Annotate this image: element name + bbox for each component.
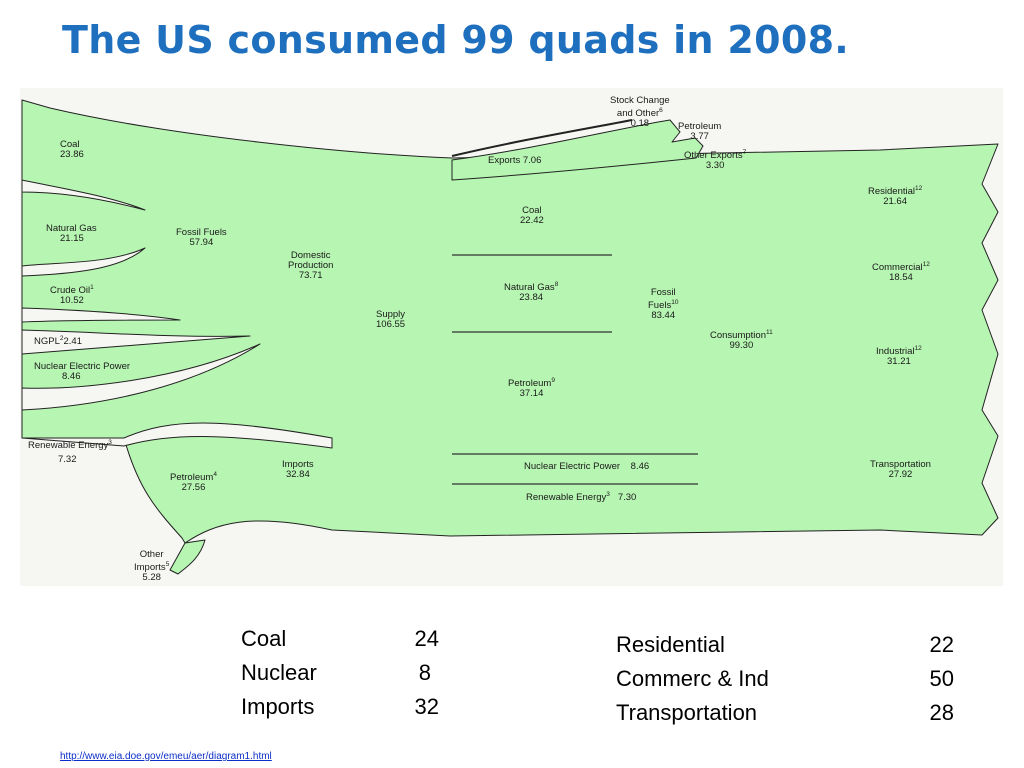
summary-value: 22 xyxy=(929,632,954,657)
summary-value: 28 xyxy=(929,700,954,725)
summary-value: 8 xyxy=(418,660,431,685)
gap-crude-ngpl xyxy=(21,307,181,323)
summary-label: Residential xyxy=(616,632,725,657)
label-domestic-production: Domestic Production 73.71 xyxy=(288,250,334,281)
label-other-exports: Other Exports7 3.30 xyxy=(684,149,747,172)
source-link[interactable]: http://www.eia.doe.gov/emeu/aer/diagram1… xyxy=(60,751,272,762)
summary-label: Coal xyxy=(241,626,287,651)
summary-row: Residential 22 xyxy=(616,628,954,662)
label-petroleum-imports: Petroleum4 27.56 xyxy=(170,471,217,494)
label-other-imports: Other Imports5 5.28 xyxy=(134,549,170,584)
label-middle-natural-gas: Natural Gas8 23.84 xyxy=(504,281,559,304)
summary-value: 50 xyxy=(929,666,954,691)
label-supply: Supply 106.55 xyxy=(376,309,406,330)
label-industrial: Industrial12 31.21 xyxy=(876,345,922,368)
summary-row: Nuclear 8 xyxy=(241,656,439,690)
summary-label: Imports xyxy=(241,694,315,719)
summary-row: Transportation 28 xyxy=(616,696,954,730)
summary-value: 32 xyxy=(414,694,439,719)
label-renewable-source: Renewable Energy3 7.32 xyxy=(28,439,112,466)
label-imports: Imports 32.84 xyxy=(282,459,314,480)
summary-row: Imports 32 xyxy=(241,690,439,724)
label-fossil-fuels: Fossil Fuels 57.94 xyxy=(176,227,227,248)
label-middle-fossil-fuels: Fossil Fuels10 83.44 xyxy=(648,287,679,322)
summary-consumption-table: Residential 22 Commerc & Ind 50 Transpor… xyxy=(616,628,954,730)
summary-row: Coal 24 xyxy=(241,622,439,656)
exports-branch xyxy=(451,119,704,181)
summary-value: 24 xyxy=(414,626,439,651)
label-residential: Residential12 21.64 xyxy=(868,185,923,208)
label-crude-oil: Crude Oil1 10.52 xyxy=(50,284,94,307)
label-coal: Coal 23.86 xyxy=(60,139,84,160)
gap-coal-gas xyxy=(21,179,146,211)
label-middle-nuclear: Nuclear Electric Power 8.46 xyxy=(524,461,650,472)
label-natural-gas: Natural Gas 21.15 xyxy=(46,223,97,244)
summary-label: Nuclear xyxy=(241,660,317,685)
energy-flow-diagram: Coal 23.86 Natural Gas 21.15 Crude Oil1 10.… xyxy=(20,88,1003,586)
gap-gas-crude xyxy=(21,247,146,277)
gap-renewable-imports xyxy=(21,422,333,449)
other-imports-branch xyxy=(169,539,206,575)
gap-nuclear-renewable xyxy=(21,343,261,411)
label-middle-renewable: Renewable Energy3 7.30 xyxy=(526,491,637,504)
label-consumption: Consumption11 99.30 xyxy=(710,329,773,352)
summary-label: Transportation xyxy=(616,700,758,725)
label-ngpl: NGPL22.41 xyxy=(34,335,82,348)
label-transportation: Transportation 27.92 xyxy=(870,459,931,480)
label-nuclear-source: Nuclear Electric Power 8.46 xyxy=(34,361,131,382)
flow-shapes xyxy=(21,99,999,575)
label-middle-petroleum: Petroleum9 37.14 xyxy=(508,377,555,400)
summary-row: Commerc & Ind 50 xyxy=(616,662,954,696)
label-exports: Exports 7.06 xyxy=(488,155,542,166)
label-petroleum-exports: Petroleum 3.77 xyxy=(678,121,722,142)
slide-title: The US consumed 99 quads in 2008. xyxy=(62,18,850,62)
label-stock-change: Stock Change and Other6 0.18 xyxy=(610,95,670,130)
stock-change-line xyxy=(451,119,633,157)
summary-supply-table: Coal 24 Nuclear 8 Imports 32 xyxy=(241,622,439,724)
summary-label: Commerc & Ind xyxy=(616,666,769,691)
label-middle-coal: Coal 22.42 xyxy=(520,205,544,226)
gap-ngpl-nuclear xyxy=(21,329,251,355)
label-commercial: Commercial12 18.54 xyxy=(872,261,930,284)
